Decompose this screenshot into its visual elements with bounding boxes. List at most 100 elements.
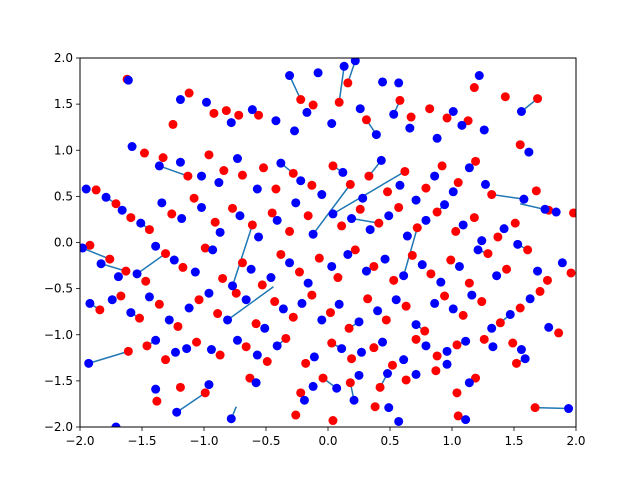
red-point: [530, 403, 540, 413]
red-point: [361, 115, 371, 125]
link-line: [312, 183, 351, 235]
blue-point: [499, 224, 509, 234]
red-point: [471, 373, 481, 383]
blue-point: [132, 269, 142, 279]
red-point: [213, 309, 223, 319]
red-point: [178, 262, 188, 272]
red-point: [141, 276, 151, 286]
red-point: [425, 104, 435, 114]
red-point: [161, 355, 171, 365]
red-point: [431, 366, 441, 376]
red-point: [254, 110, 264, 120]
red-point: [218, 273, 228, 283]
blue-point: [373, 306, 383, 316]
red-point: [210, 217, 220, 227]
blue-point: [356, 347, 366, 357]
red-point: [175, 382, 185, 392]
blue-point: [81, 184, 91, 194]
blue-point: [488, 342, 498, 352]
blue-point: [399, 271, 409, 281]
red-point: [192, 337, 202, 347]
blue-point: [84, 358, 94, 368]
blue-point: [172, 407, 182, 417]
blue-point: [380, 254, 390, 264]
blue-point: [144, 292, 154, 302]
blue-point: [127, 142, 137, 152]
blue-point: [169, 255, 179, 265]
y-tick-label: 2.0: [54, 51, 73, 65]
blue-point: [394, 78, 404, 88]
red-point: [267, 208, 277, 218]
red-point: [345, 179, 355, 189]
blue-point: [201, 97, 211, 107]
red-point: [333, 273, 343, 283]
red-point: [432, 207, 442, 217]
red-point: [161, 249, 171, 259]
red-point: [209, 108, 219, 118]
blue-point: [492, 271, 502, 281]
red-point: [296, 388, 306, 398]
x-tick-label: −1.0: [189, 434, 218, 448]
red-point: [487, 190, 497, 200]
blue-point: [411, 195, 421, 205]
red-point: [276, 249, 286, 259]
blue-point: [525, 294, 535, 304]
red-point: [183, 171, 193, 181]
red-point: [464, 278, 474, 288]
blue-point: [436, 277, 446, 287]
red-point: [251, 319, 261, 329]
blue-point: [464, 378, 474, 388]
red-point: [231, 288, 241, 298]
blue-point: [327, 118, 337, 128]
blue-point: [361, 266, 371, 276]
red-point: [234, 110, 244, 120]
blue-point: [204, 288, 214, 298]
red-point: [334, 97, 344, 107]
blue-point: [402, 231, 412, 241]
red-point: [535, 286, 545, 296]
blue-point: [164, 315, 174, 325]
blue-point: [101, 192, 111, 202]
blue-point: [226, 118, 236, 128]
red-point: [296, 95, 306, 105]
red-point: [105, 254, 115, 264]
blue-point: [215, 227, 225, 237]
blue-point: [474, 71, 484, 81]
blue-point: [297, 298, 307, 308]
red-point: [259, 163, 269, 173]
red-point: [126, 213, 136, 223]
blue-point: [232, 335, 242, 345]
red-point: [85, 240, 95, 250]
blue-point: [519, 194, 529, 204]
red-point: [245, 373, 255, 383]
blue-point: [123, 75, 133, 85]
blue-point: [175, 157, 185, 167]
link-line: [176, 392, 206, 413]
red-point: [469, 213, 479, 223]
blue-point: [442, 346, 452, 356]
blue-point: [430, 298, 440, 308]
blue-point: [350, 58, 360, 66]
x-tick-label: 1.0: [442, 434, 461, 448]
blue-point: [421, 215, 431, 225]
y-tick-label: 1.5: [54, 97, 73, 111]
blue-point: [395, 180, 405, 190]
blue-point: [458, 220, 468, 230]
red-point: [318, 373, 328, 383]
red-point: [446, 255, 456, 265]
red-point: [452, 388, 462, 398]
red-point: [95, 305, 105, 315]
red-point: [154, 299, 164, 309]
red-point: [401, 375, 411, 385]
red-point: [219, 166, 229, 176]
blue-point: [477, 236, 487, 246]
red-point: [383, 187, 393, 197]
blue-point: [384, 403, 394, 413]
red-point: [515, 303, 525, 313]
red-point: [328, 416, 338, 426]
blue-point: [285, 258, 295, 268]
blue-point: [354, 370, 364, 380]
red-point: [442, 113, 452, 123]
red-point: [111, 199, 121, 209]
blue-point: [228, 281, 238, 291]
